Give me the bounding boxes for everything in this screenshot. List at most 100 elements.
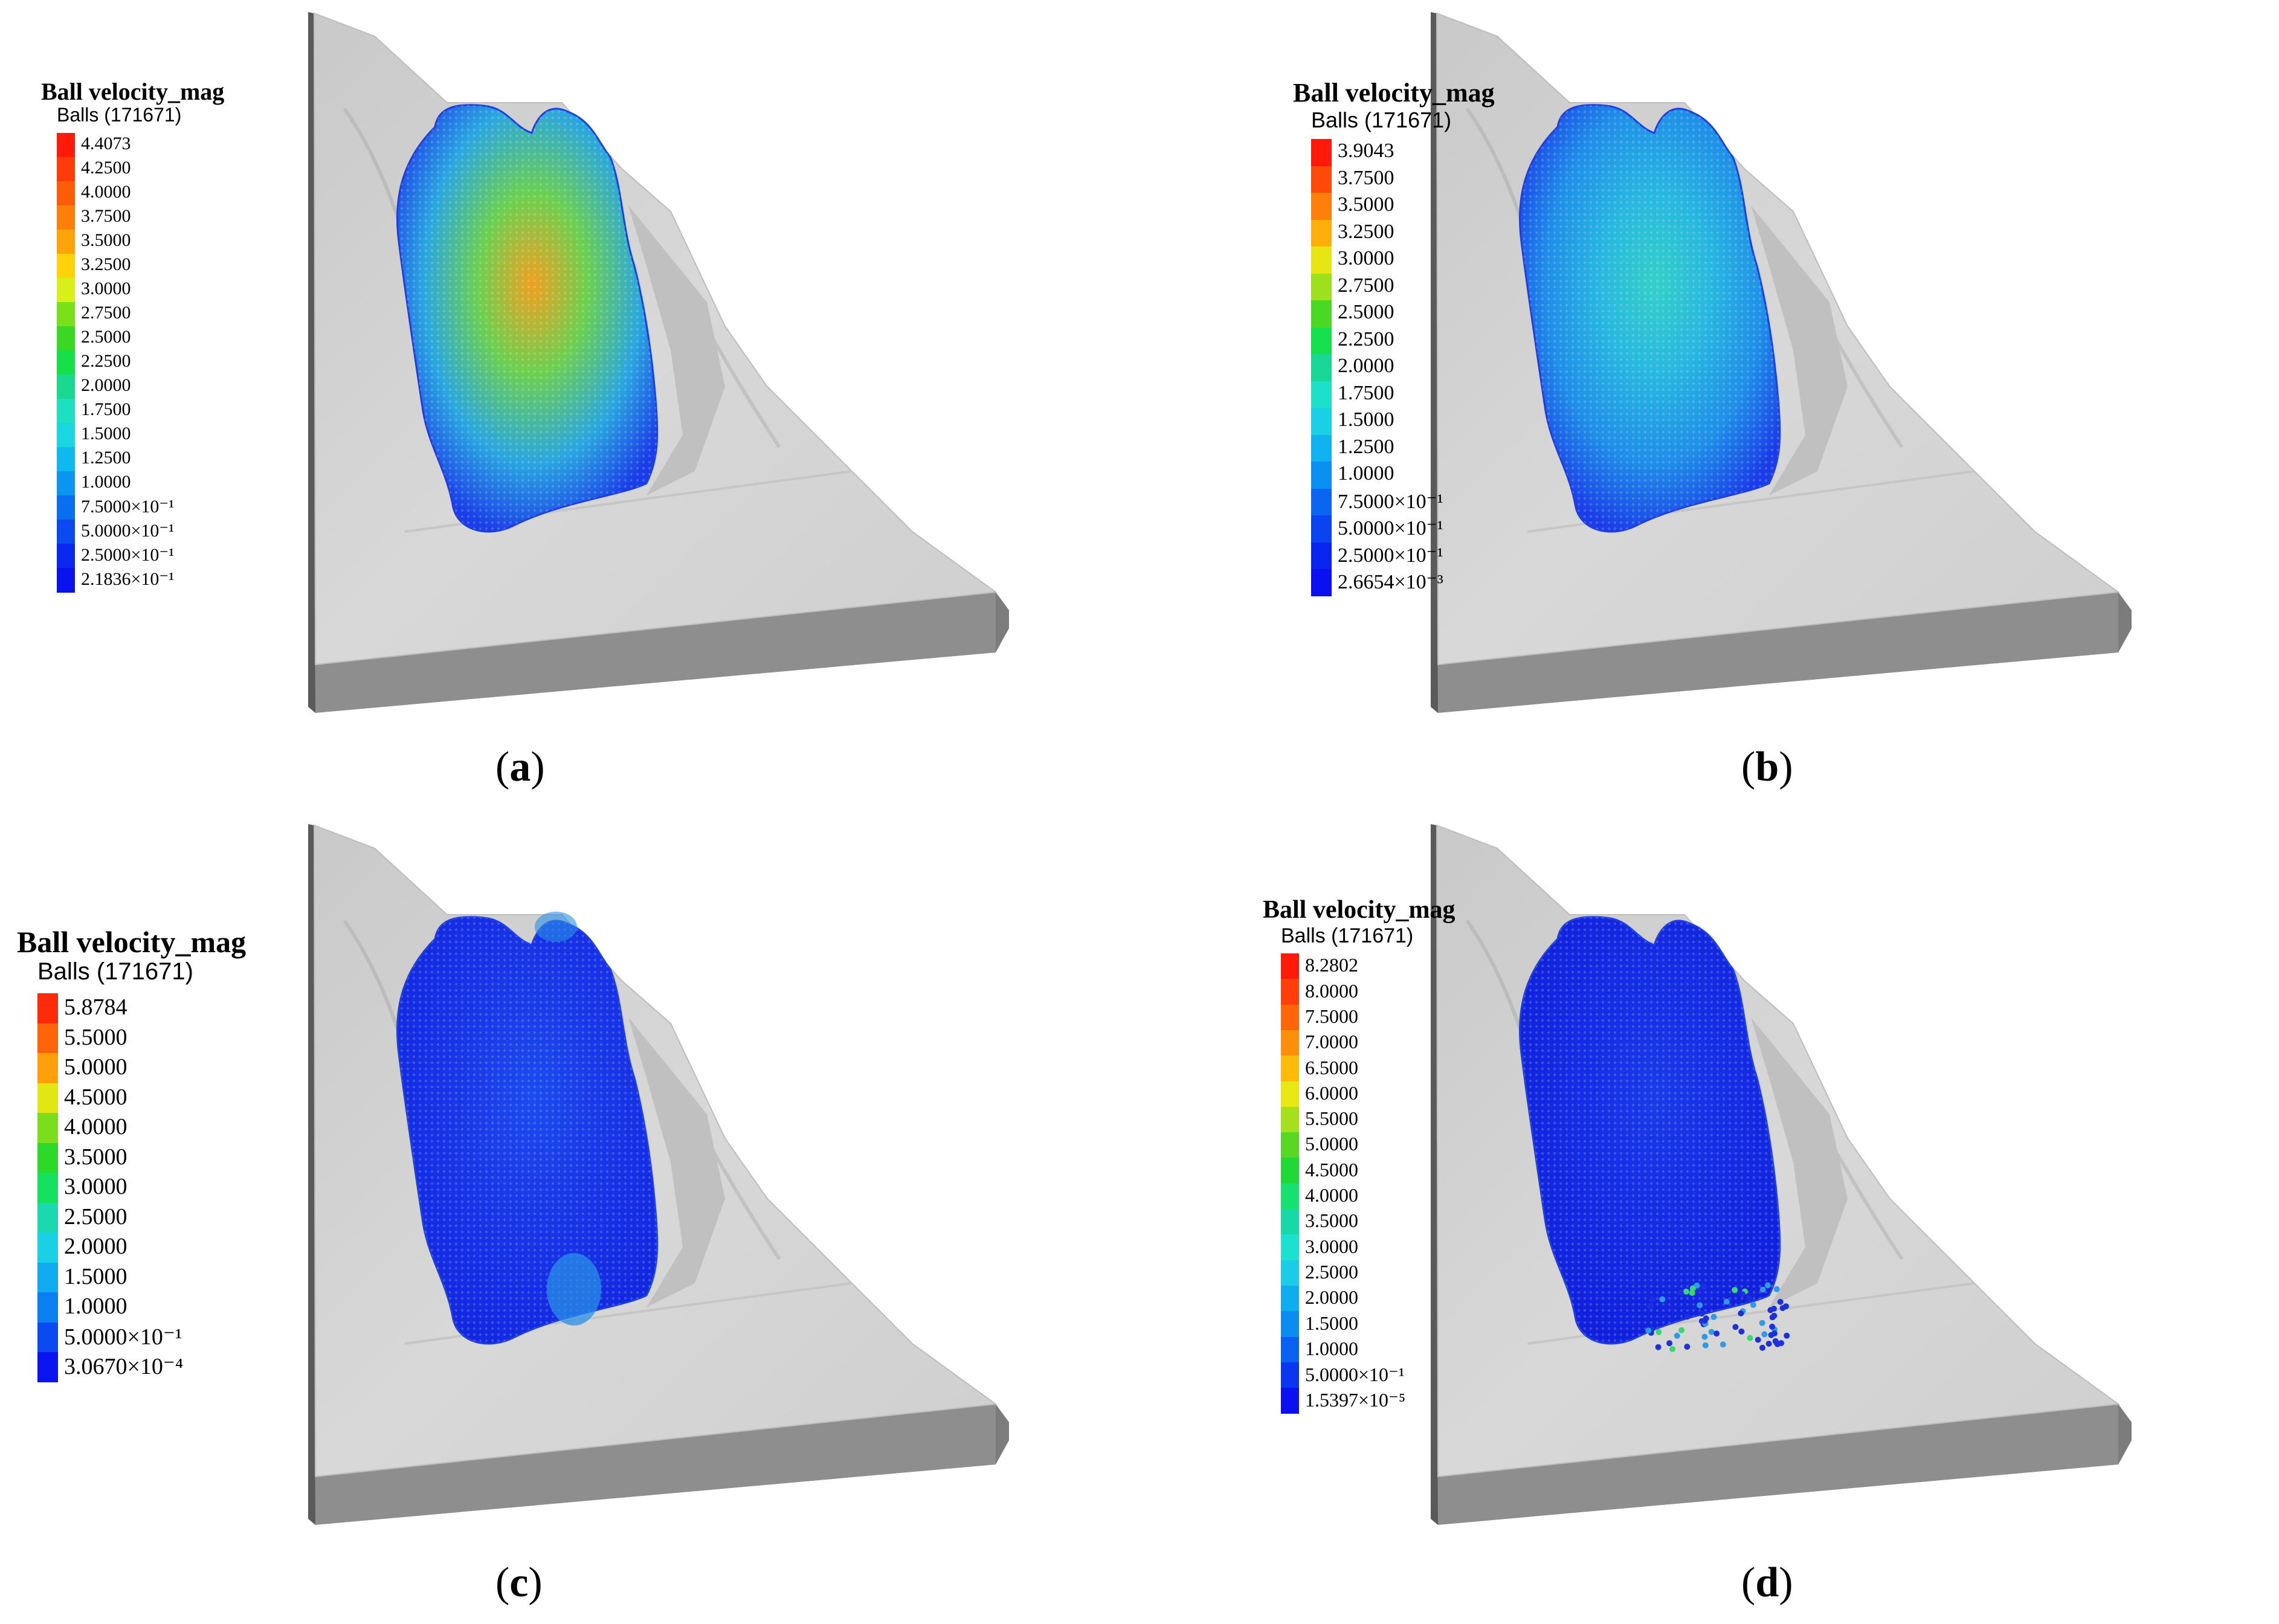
colorbar-swatch xyxy=(57,375,75,399)
colorbar-swatch xyxy=(57,205,75,230)
panel-caption: (b) xyxy=(1741,743,1793,791)
colorbar-tick-label: 1.5000 xyxy=(81,424,131,444)
colorbar-swatch xyxy=(37,1203,58,1233)
colorbar-tick-label: 1.2500 xyxy=(81,448,131,468)
colorbar-swatch xyxy=(1281,1030,1299,1056)
colorbar-swatch xyxy=(57,326,75,351)
colorbar-swatch xyxy=(1281,1158,1299,1184)
colorbar-swatch xyxy=(37,1173,58,1203)
panel-d: Ball velocity_mag Balls (171671) 8.2802 8… xyxy=(1140,812,2279,1624)
colorbar-tick-label: 1.5000 xyxy=(1338,408,1394,431)
colorbar-swatch xyxy=(57,254,75,279)
colorbar-tick-label: 4.2500 xyxy=(81,158,131,178)
colorbar-swatch xyxy=(37,1352,58,1382)
colorbar-tick-label: 2.1836×10⁻¹ xyxy=(81,569,174,590)
colorbar-swatch xyxy=(1311,515,1332,543)
colorbar-swatch xyxy=(1281,1184,1299,1210)
colorbar-swatch xyxy=(57,495,75,520)
panel-c: Ball velocity_mag Balls (171671) 5.8784 5… xyxy=(0,812,1140,1624)
colorbar-tick-label: 2.5000 xyxy=(1338,301,1394,324)
colorbar-tick-label: 3.0000 xyxy=(64,1173,127,1200)
colorbar-tick-label: 5.5000 xyxy=(1305,1107,1358,1130)
colorbar-tick-label: 5.0000×10⁻¹ xyxy=(1338,516,1443,540)
colorbar-tick-label: 2.7500 xyxy=(81,303,131,323)
legend-subtitle: Balls (171671) xyxy=(1281,924,1413,948)
colorbar-tick-label: 1.5397×10⁻⁵ xyxy=(1305,1388,1405,1411)
colorbar-tick-label: 4.0000 xyxy=(64,1113,127,1140)
colorbar-swatch xyxy=(1311,220,1332,247)
colorbar-tick-label: 1.7500 xyxy=(1338,382,1394,405)
colorbar-tick-label: 2.5000×10⁻¹ xyxy=(1338,543,1443,567)
colorbar-swatch xyxy=(1281,1311,1299,1337)
colorbar-swatch xyxy=(57,278,75,303)
colorbar-swatch xyxy=(1311,408,1332,435)
colorbar-tick-label: 7.5000×10⁻¹ xyxy=(1338,489,1443,514)
colorbar-swatch xyxy=(1311,354,1332,381)
legend-subtitle: Balls (171671) xyxy=(1311,108,1451,133)
colorbar-tick-label: 3.0000 xyxy=(81,279,131,299)
colorbar-tick-label: 2.5000 xyxy=(81,327,131,347)
colorbar: 8.2802 8.0000 7.5000 7.0000 6.5000 6.0000 5.50… xyxy=(1281,953,1299,1413)
colorbar-tick-label: 3.0000 xyxy=(1338,247,1394,270)
colorbar-swatch xyxy=(1311,274,1332,301)
colorbar-swatch xyxy=(57,423,75,448)
colorbar-tick-label: 5.0000 xyxy=(64,1054,127,1080)
colorbar-tick-label: 3.2500 xyxy=(81,254,131,275)
colorbar-swatch xyxy=(1311,569,1332,596)
colorbar-tick-label: 8.0000 xyxy=(1305,980,1358,1002)
colorbar-swatch xyxy=(1281,1132,1299,1158)
colorbar-swatch xyxy=(1281,1081,1299,1107)
colorbar-swatch xyxy=(57,544,75,569)
colorbar: 4.4073 4.2500 4.0000 3.7500 3.5000 3.2500 3.00… xyxy=(57,133,75,592)
colorbar-swatch xyxy=(37,1053,58,1083)
colorbar-tick-label: 1.5000 xyxy=(1305,1312,1358,1335)
legend-title: Ball velocity_mag xyxy=(1263,895,1455,924)
colorbar-tick-label: 1.0000 xyxy=(1338,462,1394,485)
colorbar-tick-label: 4.5000 xyxy=(1305,1159,1358,1181)
colorbar-swatch xyxy=(37,1023,58,1054)
colorbar-swatch xyxy=(57,133,75,158)
colorbar-tick-label: 3.9043 xyxy=(1338,140,1394,163)
colorbar-swatch xyxy=(37,1263,58,1293)
colorbar-tick-label: 1.0000 xyxy=(64,1293,127,1320)
colorbar-tick-label: 7.5000×10⁻¹ xyxy=(81,496,174,517)
legend-subtitle: Balls (171671) xyxy=(37,958,193,985)
colorbar-tick-label: 3.0000 xyxy=(1305,1236,1358,1258)
colorbar-swatch xyxy=(37,993,58,1023)
colorbar-tick-label: 2.2500 xyxy=(1338,328,1394,351)
colorbar-swatch xyxy=(57,568,75,593)
colorbar-swatch xyxy=(1311,166,1332,193)
colorbar-tick-label: 2.5000 xyxy=(1305,1261,1358,1283)
colorbar-swatch xyxy=(1281,1107,1299,1133)
colorbar-tick-label: 2.2500 xyxy=(81,351,131,372)
colorbar-tick-label: 4.0000 xyxy=(1305,1184,1358,1207)
legend-title: Ball velocity_mag xyxy=(17,924,246,959)
colorbar-swatch xyxy=(57,181,75,206)
colorbar-tick-label: 1.0000 xyxy=(81,472,131,492)
legend-title: Ball velocity_mag xyxy=(41,77,224,106)
colorbar-swatch xyxy=(57,302,75,327)
colorbar-tick-label: 4.5000 xyxy=(64,1084,127,1110)
colorbar-swatch xyxy=(57,471,75,496)
colorbar-swatch xyxy=(1311,300,1332,327)
panel-b: Ball velocity_mag Balls (171671) 3.9043 3… xyxy=(1140,0,2279,812)
colorbar-swatch xyxy=(37,1143,58,1173)
colorbar-tick-label: 4.4073 xyxy=(81,134,131,154)
colorbar-swatch xyxy=(1311,462,1332,489)
colorbar-tick-label: 3.5000 xyxy=(1305,1210,1358,1232)
panel-caption: (c) xyxy=(495,1559,543,1607)
colorbar-swatch xyxy=(1311,246,1332,274)
slope-model-render xyxy=(1140,0,2279,812)
colorbar-tick-label: 3.7500 xyxy=(81,206,131,227)
colorbar-swatch xyxy=(1281,1337,1299,1363)
colorbar-swatch xyxy=(1311,327,1332,355)
colorbar-swatch xyxy=(1281,1234,1299,1260)
colorbar-tick-label: 1.0000 xyxy=(1305,1338,1358,1360)
colorbar-tick-label: 5.0000×10⁻¹ xyxy=(81,520,174,541)
colorbar-tick-label: 1.7500 xyxy=(81,399,131,420)
colorbar-swatch xyxy=(1311,543,1332,570)
colorbar-swatch xyxy=(1281,1260,1299,1286)
colorbar-tick-label: 7.5000 xyxy=(1305,1005,1358,1028)
colorbar-swatch xyxy=(1311,193,1332,220)
legend-subtitle: Balls (171671) xyxy=(57,104,181,126)
